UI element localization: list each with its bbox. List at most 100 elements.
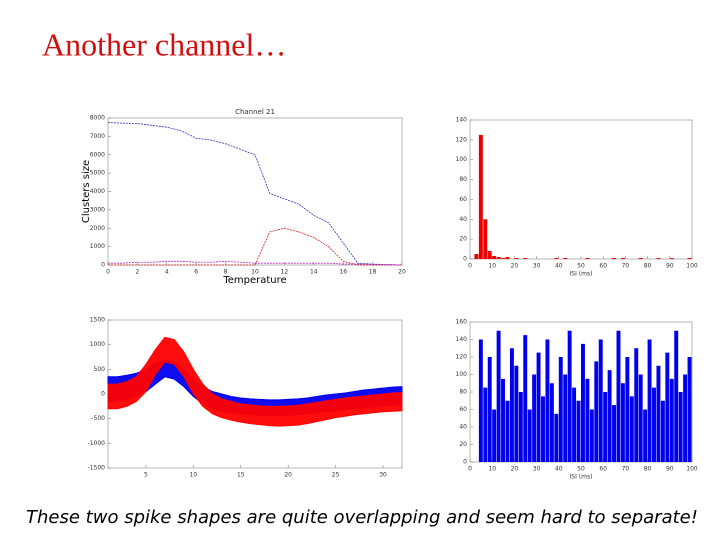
- y-tick-label: 20: [459, 236, 467, 243]
- histogram-bar: [598, 339, 603, 462]
- y-tick-label: 160: [456, 319, 468, 326]
- histogram-bar: [545, 339, 550, 462]
- x-tick-label: 0: [106, 269, 110, 276]
- y-tick-label: 1000: [90, 243, 105, 250]
- x-axis-label: ISI (ms): [570, 474, 593, 481]
- y-tick-label: 1000: [90, 341, 105, 348]
- histogram-bar: [625, 357, 630, 462]
- x-tick-label: 2: [135, 269, 139, 276]
- y-tick-label: 140: [456, 336, 468, 343]
- chart-title: Channel 21: [235, 108, 275, 116]
- histogram-bar: [674, 330, 679, 462]
- x-tick-label: 10: [190, 472, 198, 479]
- x-tick-label: 100: [686, 466, 698, 473]
- histogram-bar: [478, 134, 483, 259]
- histogram-bar: [616, 330, 621, 462]
- histogram-bar: [505, 400, 510, 462]
- histogram-bar: [656, 365, 661, 462]
- histogram-bar: [532, 374, 537, 462]
- waveform-band: [107, 336, 403, 427]
- x-tick-label: 60: [599, 263, 607, 270]
- histogram-bar: [563, 374, 568, 462]
- data-line: [108, 260, 403, 266]
- histogram-bar: [483, 387, 488, 462]
- histogram-bar: [572, 387, 577, 462]
- x-tick-label: 90: [666, 466, 674, 473]
- x-tick-label: 30: [533, 263, 541, 270]
- y-tick-label: 80: [459, 176, 467, 183]
- histogram-bar: [563, 258, 568, 259]
- y-tick-label: 120: [456, 354, 468, 361]
- histogram-bar: [607, 370, 612, 462]
- histogram-bar: [687, 258, 692, 259]
- histogram-bar: [501, 378, 506, 462]
- histogram-bar: [576, 400, 581, 462]
- x-tick-label: 80: [644, 466, 652, 473]
- histogram-bar: [687, 357, 692, 462]
- histogram-bar: [585, 378, 590, 462]
- y-tick-label: 0: [463, 256, 467, 263]
- x-tick-label: 20: [284, 472, 292, 479]
- x-tick-label: 100: [686, 263, 698, 270]
- histogram-bar: [660, 400, 665, 462]
- y-tick-label: 8000: [90, 115, 105, 122]
- y-tick-label: 140: [456, 117, 468, 124]
- y-tick-label: 7000: [90, 133, 105, 140]
- x-tick-label: 10: [251, 269, 259, 276]
- data-line: [108, 227, 402, 266]
- x-tick-label: 25: [332, 472, 340, 479]
- histogram-bar: [665, 352, 670, 462]
- histogram-bar: [492, 409, 497, 462]
- histogram-bar: [647, 339, 652, 462]
- histogram-bar: [523, 335, 528, 462]
- y-tick-label: -1500: [88, 465, 106, 472]
- y-tick-label: 20: [459, 441, 467, 448]
- x-tick-label: 10: [488, 466, 496, 473]
- plot-frame: [469, 119, 693, 260]
- histogram-bar: [612, 258, 617, 259]
- histogram-bar: [514, 258, 519, 259]
- y-axis-label: Clusters size: [81, 160, 92, 223]
- plot-frame: [107, 117, 403, 266]
- x-axis-label: ISI (ms): [570, 271, 593, 278]
- histogram-bar: [501, 258, 506, 259]
- x-tick-label: 16: [339, 269, 347, 276]
- y-tick-label: 80: [459, 389, 467, 396]
- histogram-bar: [678, 392, 683, 462]
- histogram-bar: [683, 374, 688, 462]
- histogram-bar: [594, 361, 599, 462]
- y-tick-label: 0: [101, 391, 105, 398]
- histogram-bar: [620, 383, 625, 462]
- y-tick-label: 0: [463, 459, 467, 466]
- histogram-bar: [554, 258, 559, 259]
- x-tick-label: 40: [555, 263, 563, 270]
- y-tick-label: 3000: [90, 206, 105, 213]
- y-tick-label: 5000: [90, 170, 105, 177]
- x-tick-label: 50: [577, 263, 585, 270]
- y-tick-label: 2000: [90, 225, 105, 232]
- x-tick-label: 5: [144, 472, 148, 479]
- slide-title: Another channel…: [42, 26, 286, 62]
- y-tick-label: 40: [459, 216, 467, 223]
- histogram-bar: [554, 413, 559, 462]
- histogram-bar: [487, 251, 492, 259]
- x-tick-label: 50: [577, 466, 585, 473]
- x-tick-label: 12: [281, 269, 289, 276]
- histogram-bar: [656, 258, 661, 259]
- x-tick-label: 70: [622, 466, 630, 473]
- x-tick-label: 40: [555, 466, 563, 473]
- x-tick-label: 60: [599, 466, 607, 473]
- x-tick-label: 80: [644, 263, 652, 270]
- x-tick-label: 14: [310, 269, 318, 276]
- y-tick-label: 1500: [90, 317, 105, 324]
- x-tick-label: 8: [224, 269, 228, 276]
- histogram-bar: [581, 343, 585, 462]
- y-tick-label: -500: [91, 415, 105, 422]
- x-axis-label: Temperature: [222, 275, 286, 286]
- x-tick-label: 70: [622, 263, 630, 270]
- x-tick-label: 10: [488, 263, 496, 270]
- slide-caption: These two spike shapes are quite overlap…: [26, 507, 698, 528]
- histogram-bar: [483, 219, 488, 259]
- histogram-bar: [536, 352, 541, 462]
